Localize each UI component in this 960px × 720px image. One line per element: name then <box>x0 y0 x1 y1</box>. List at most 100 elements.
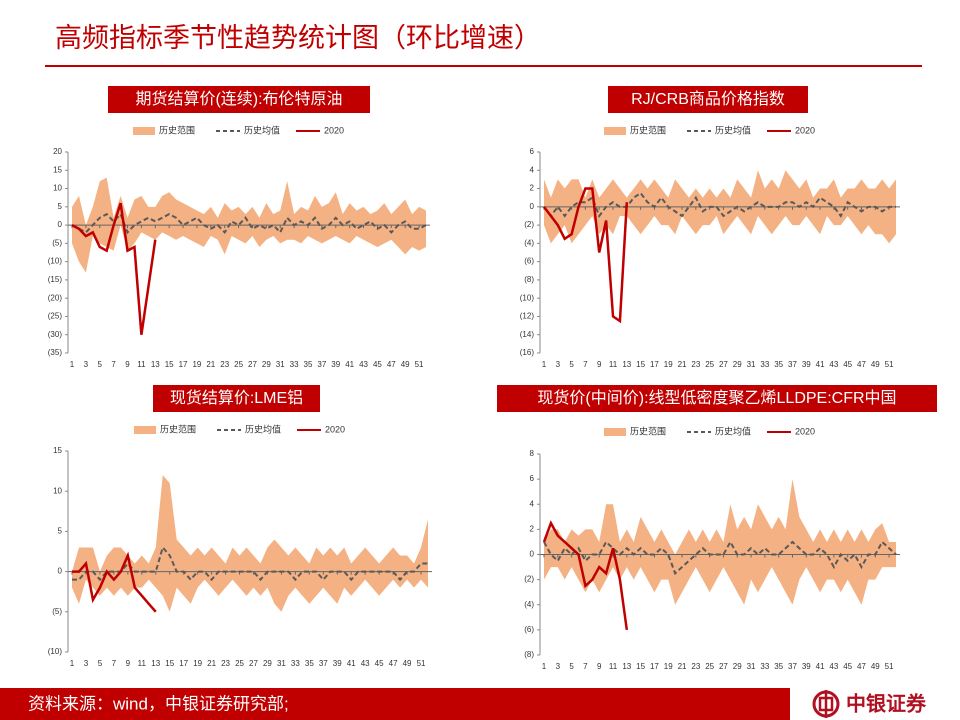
x-tick-label: 23 <box>220 360 229 369</box>
x-tick-label: 51 <box>417 659 426 668</box>
x-tick-label: 35 <box>774 662 783 671</box>
y-tick-label: (8) <box>524 275 534 284</box>
chart-title-box <box>108 86 370 113</box>
y-tick-label: (6) <box>524 257 534 266</box>
mean-line <box>543 539 897 576</box>
legend-label: 历史范围 <box>160 423 196 434</box>
x-tick-label: 45 <box>843 360 852 369</box>
x-tick-label: 15 <box>165 659 174 668</box>
range-band <box>72 475 428 612</box>
x-tick-label: 41 <box>347 659 356 668</box>
x-tick-label: 41 <box>816 360 825 369</box>
y-tick-label: 15 <box>53 446 62 455</box>
x-tick-label: 47 <box>389 659 398 668</box>
x-tick-label: 27 <box>719 662 728 671</box>
x-tick-label: 33 <box>760 662 769 671</box>
x-tick-label: 43 <box>359 360 368 369</box>
x-tick-label: 45 <box>373 360 382 369</box>
x-tick-label: 29 <box>262 360 271 369</box>
legend-label: 历史范围 <box>630 124 666 135</box>
y-tick-label: (14) <box>520 330 535 339</box>
y-tick-label: 15 <box>53 165 62 174</box>
x-tick-label: 5 <box>98 360 103 369</box>
x-tick-label: 3 <box>556 662 561 671</box>
y-tick-label: 4 <box>530 165 535 174</box>
legend-label: 历史均值 <box>244 124 280 135</box>
x-tick-label: 23 <box>691 360 700 369</box>
x-tick-label: 9 <box>126 659 131 668</box>
x-tick-label: 45 <box>375 659 384 668</box>
y-tick-label: (10) <box>48 647 63 656</box>
x-tick-label: 7 <box>583 360 588 369</box>
x-tick-label: 11 <box>609 662 618 671</box>
x-tick-label: 21 <box>207 659 216 668</box>
y-tick-label: (15) <box>48 275 63 284</box>
x-tick-label: 45 <box>843 662 852 671</box>
x-tick-label: 21 <box>678 662 687 671</box>
x-tick-label: 35 <box>774 360 783 369</box>
x-tick-label: 37 <box>317 360 326 369</box>
x-tick-label: 13 <box>622 360 631 369</box>
y-tick-label: (20) <box>48 293 63 302</box>
chart-title: RJ/CRB商品价格指数 <box>631 90 785 108</box>
x-tick-label: 1 <box>542 360 547 369</box>
y-tick-label: (30) <box>48 330 63 339</box>
slide-title: 高频指标季节性趋势统计图（环比增速） <box>55 23 541 53</box>
x-tick-label: 23 <box>221 659 230 668</box>
x-tick-label: 5 <box>98 659 103 668</box>
y-tick-label: 10 <box>53 486 62 495</box>
x-tick-label: 15 <box>636 662 645 671</box>
x-tick-label: 11 <box>137 360 146 369</box>
series-line <box>542 520 629 631</box>
y-tick-label: 10 <box>53 184 62 193</box>
legend-label: 2020 <box>325 424 345 434</box>
y-tick-label: (5) <box>52 238 62 247</box>
x-tick-label: 51 <box>415 360 424 369</box>
x-tick-label: 25 <box>235 659 244 668</box>
x-tick-label: 37 <box>319 659 328 668</box>
x-tick-label: 17 <box>650 662 659 671</box>
y-tick-label: (16) <box>520 348 535 357</box>
x-tick-label: 9 <box>597 662 602 671</box>
legend-label: 历史范围 <box>159 124 195 135</box>
x-tick-label: 27 <box>248 360 257 369</box>
x-tick-label: 5 <box>569 360 574 369</box>
x-tick-label: 11 <box>609 360 618 369</box>
x-tick-label: 21 <box>678 360 687 369</box>
x-tick-label: 49 <box>403 659 412 668</box>
x-tick-label: 17 <box>650 360 659 369</box>
x-tick-label: 33 <box>290 360 299 369</box>
y-tick-label: 20 <box>53 147 62 156</box>
x-tick-label: 19 <box>193 659 202 668</box>
x-tick-label: 47 <box>387 360 396 369</box>
chart-title: 现货价(中间价):线型低密度聚乙烯LLDPE:CFR中国 <box>537 389 896 407</box>
x-tick-label: 33 <box>291 659 300 668</box>
range-band <box>544 479 896 605</box>
x-tick-label: 13 <box>622 662 631 671</box>
chart-title: 期货结算价(连续):布伦特原油 <box>135 89 342 108</box>
x-tick-label: 47 <box>857 360 866 369</box>
y-tick-label: (8) <box>524 650 534 659</box>
x-tick-label: 39 <box>333 659 342 668</box>
x-tick-label: 17 <box>179 659 188 668</box>
x-tick-label: 49 <box>401 360 410 369</box>
x-tick-label: 43 <box>361 659 370 668</box>
legend-label: 历史范围 <box>630 425 666 436</box>
chart-title: 现货结算价:LME铝 <box>170 388 303 407</box>
x-tick-label: 11 <box>138 659 147 668</box>
x-tick-label: 31 <box>277 659 286 668</box>
y-tick-label: (35) <box>48 348 63 357</box>
series-line <box>543 187 629 324</box>
x-tick-label: 41 <box>816 662 825 671</box>
series-line <box>71 202 157 335</box>
x-tick-label: 5 <box>569 662 574 671</box>
footer-bar <box>0 688 790 720</box>
chart-title-box <box>153 385 320 412</box>
x-tick-label: 27 <box>719 360 728 369</box>
x-tick-label: 25 <box>705 360 714 369</box>
y-tick-label: 4 <box>530 499 535 508</box>
x-tick-label: 7 <box>112 659 117 668</box>
x-tick-label: 37 <box>788 360 797 369</box>
y-tick-label: 5 <box>58 202 63 211</box>
x-tick-label: 51 <box>885 360 894 369</box>
